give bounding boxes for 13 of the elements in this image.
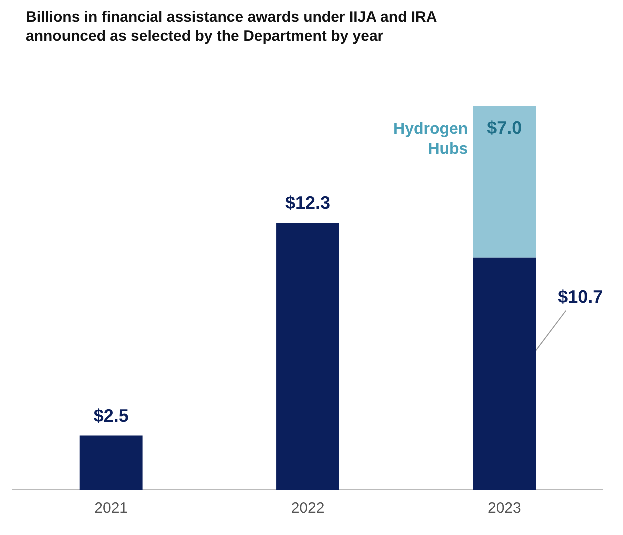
- data-label: $12.3: [285, 193, 331, 214]
- x-tick-label: 2021: [94, 500, 128, 518]
- bar: [276, 223, 340, 490]
- x-tick-label: 2023: [488, 500, 522, 518]
- x-tick-label: 2022: [291, 500, 325, 518]
- data-label: $2.5: [94, 406, 129, 426]
- series-label: Hydrogen Hubs: [394, 121, 468, 158]
- bar: [80, 436, 143, 490]
- chart-title: Billions in financial assistance awards under IIJA and IRA announced as selected by the Department by year: [26, 8, 438, 46]
- data-label: $10.7: [558, 286, 604, 307]
- data-label: $7.0: [487, 118, 522, 138]
- bar: [473, 258, 536, 490]
- bar: [473, 106, 536, 258]
